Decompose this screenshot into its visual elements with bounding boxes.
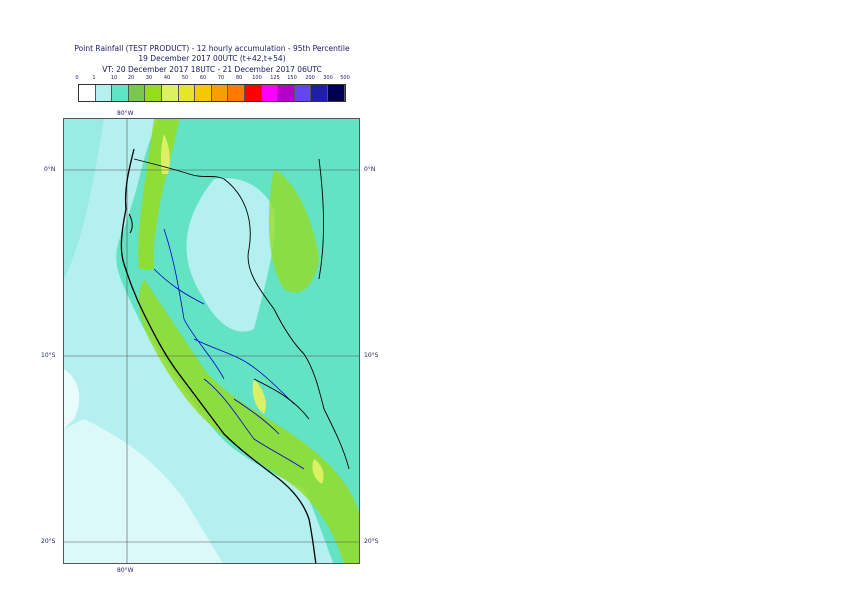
legend-swatch — [112, 85, 129, 101]
dry-area — [64, 369, 80, 429]
legend-swatch — [327, 85, 345, 101]
legend-swatch — [178, 85, 196, 101]
offshore-precip — [64, 119, 104, 279]
legend-swatch — [79, 85, 96, 101]
legend-swatch — [261, 85, 279, 101]
legend-label: 200 — [305, 75, 315, 81]
coastline — [120, 148, 317, 563]
country-borders — [133, 158, 350, 470]
legend-threshold-labels: 0 1 10 20 30 40 50 60 70 80 100 125 150 … — [72, 75, 352, 83]
yellow-patch — [160, 134, 170, 174]
legend-swatch — [161, 85, 179, 101]
legend-swatch — [278, 85, 295, 101]
legend-label: 30 — [145, 75, 153, 81]
legend-swatch — [294, 85, 312, 101]
legend-label: 50 — [181, 75, 189, 81]
legend-swatch — [95, 85, 113, 101]
lat-label-left: 20°S — [41, 538, 56, 545]
legend-swatch — [244, 85, 262, 101]
legend-swatch — [311, 85, 328, 101]
lon-label-bottom: 80°W — [117, 567, 134, 574]
lat-label-right: 20°S — [364, 538, 379, 545]
legend-label: 150 — [287, 75, 297, 81]
legend-label: 0 — [75, 75, 79, 81]
color-scale-legend — [78, 84, 346, 102]
legend-label: 125 — [270, 75, 280, 81]
yellow-patch — [312, 459, 324, 484]
legend-label: 500 — [340, 75, 350, 81]
legend-label: 20 — [127, 75, 135, 81]
lat-label-right: 0°N — [364, 166, 376, 173]
map-title: Point Rainfall (TEST PRODUCT) - 12 hourl… — [74, 44, 350, 53]
legend-label: 40 — [163, 75, 171, 81]
legend-swatch — [195, 85, 212, 101]
graticule — [64, 119, 359, 563]
legend-swatch — [128, 85, 146, 101]
legend-label: 1 — [92, 75, 96, 81]
amazon-green — [268, 169, 319, 293]
legend-swatch — [228, 85, 245, 101]
admin-borders — [153, 228, 305, 470]
lat-label-left: 0°N — [44, 166, 56, 173]
lat-label-right: 10°S — [364, 352, 379, 359]
validity-time: VT: 20 December 2017 18UTC - 21 December… — [102, 65, 322, 74]
yellow-patch — [252, 379, 266, 414]
lon-label-top: 80°W — [117, 110, 134, 117]
dry-area — [64, 419, 223, 563]
andes-green-south — [138, 279, 359, 563]
base-time: 19 December 2017 00UTC (t+42,t+54) — [138, 54, 286, 63]
legend-label: 300 — [323, 75, 333, 81]
legend-swatch — [145, 85, 162, 101]
gulf-coast — [128, 213, 133, 234]
legend-label: 10 — [110, 75, 118, 81]
legend-label: 70 — [217, 75, 225, 81]
amazon-light — [186, 178, 275, 332]
legend-label: 80 — [235, 75, 243, 81]
lat-label-left: 10°S — [41, 352, 56, 359]
map-svg — [64, 119, 359, 563]
legend-label: 100 — [252, 75, 262, 81]
legend-swatch — [211, 85, 229, 101]
legend-label: 60 — [199, 75, 207, 81]
rainfall-map[interactable] — [63, 118, 360, 564]
